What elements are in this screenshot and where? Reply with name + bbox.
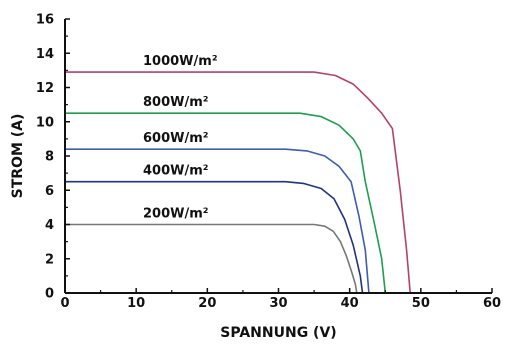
series-labels: 1000W/m² 800W/m² 600W/m² 400W/m² 200W/m² <box>143 54 218 221</box>
y-tick-label: 0 <box>45 287 54 302</box>
x-axis-title: SPANNUNG (V) <box>220 325 336 341</box>
series-curves <box>65 71 411 294</box>
series-label-2: 600W/m² <box>143 131 208 146</box>
series-label-1: 800W/m² <box>143 95 208 110</box>
series-line-4 <box>65 223 358 294</box>
y-axis-title: STROM (A) <box>10 114 26 199</box>
x-tick-label: 10 <box>127 296 145 311</box>
y-tick-label: 6 <box>45 184 54 199</box>
x-tick-label: 50 <box>412 296 430 311</box>
series-line-0 <box>65 71 411 294</box>
x-tick-label: 60 <box>483 296 501 311</box>
x-tick-label: 20 <box>198 296 216 311</box>
series-label-4: 200W/m² <box>143 207 208 222</box>
y-tick-label: 4 <box>45 218 54 233</box>
series-label-0: 1000W/m² <box>143 54 218 69</box>
y-tick-label: 2 <box>45 252 54 267</box>
y-tick-label: 8 <box>45 150 54 165</box>
y-tick-label: 16 <box>36 13 54 28</box>
x-tick-label: 40 <box>341 296 359 311</box>
x-tick-label: 0 <box>60 296 69 311</box>
series-label-3: 400W/m² <box>143 164 208 179</box>
series-line-1 <box>65 112 387 294</box>
axes: 0 2 4 6 8 10 12 14 16 0 10 20 30 40 50 60 <box>36 13 501 312</box>
y-tick-label: 14 <box>36 47 54 62</box>
x-tick-label: 30 <box>269 296 287 311</box>
y-tick-label: 12 <box>36 81 54 96</box>
series-line-3 <box>65 180 364 294</box>
y-tick-label: 10 <box>36 115 54 130</box>
series-line-2 <box>65 148 370 294</box>
